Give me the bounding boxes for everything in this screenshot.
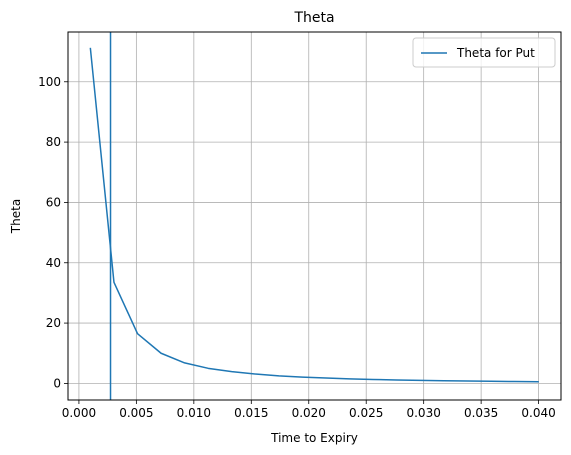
x-tick-label: 0.010	[177, 406, 211, 420]
x-tick-label: 0.025	[349, 406, 383, 420]
y-tick-label: 80	[46, 135, 61, 149]
y-tick-label: 40	[46, 256, 61, 270]
x-tick-label: 0.030	[406, 406, 440, 420]
chart-title: Theta	[293, 10, 334, 26]
legend-label: Theta for Put	[456, 46, 535, 60]
x-tick-label: 0.015	[234, 406, 268, 420]
x-tick-label: 0.020	[292, 406, 326, 420]
plot-lines	[89, 32, 539, 400]
y-tick-label: 20	[46, 316, 61, 330]
y-axis: 0 20 40 60 80 100	[38, 75, 68, 390]
series-line-theta-for-put	[89, 47, 539, 383]
y-axis-title: Theta	[9, 199, 23, 234]
legend-box	[412, 37, 556, 68]
x-tick-label: 0.005	[119, 406, 153, 420]
x-tick-label: 0.000	[62, 406, 96, 420]
plot-frame	[67, 31, 562, 401]
grid	[68, 32, 561, 400]
x-axis: 0.000 0.005 0.010 0.015 0.020 0.025 0.030 0.035…	[62, 400, 556, 420]
legend: Theta for Put	[412, 37, 556, 68]
x-axis-title: Time to Expiry	[270, 431, 358, 445]
y-tick-label: 100	[38, 75, 61, 89]
x-tick-label: 0.040	[521, 406, 555, 420]
x-tick-label: 0.035	[464, 406, 498, 420]
y-tick-label: 60	[46, 195, 61, 209]
y-tick-label: 0	[53, 376, 61, 390]
